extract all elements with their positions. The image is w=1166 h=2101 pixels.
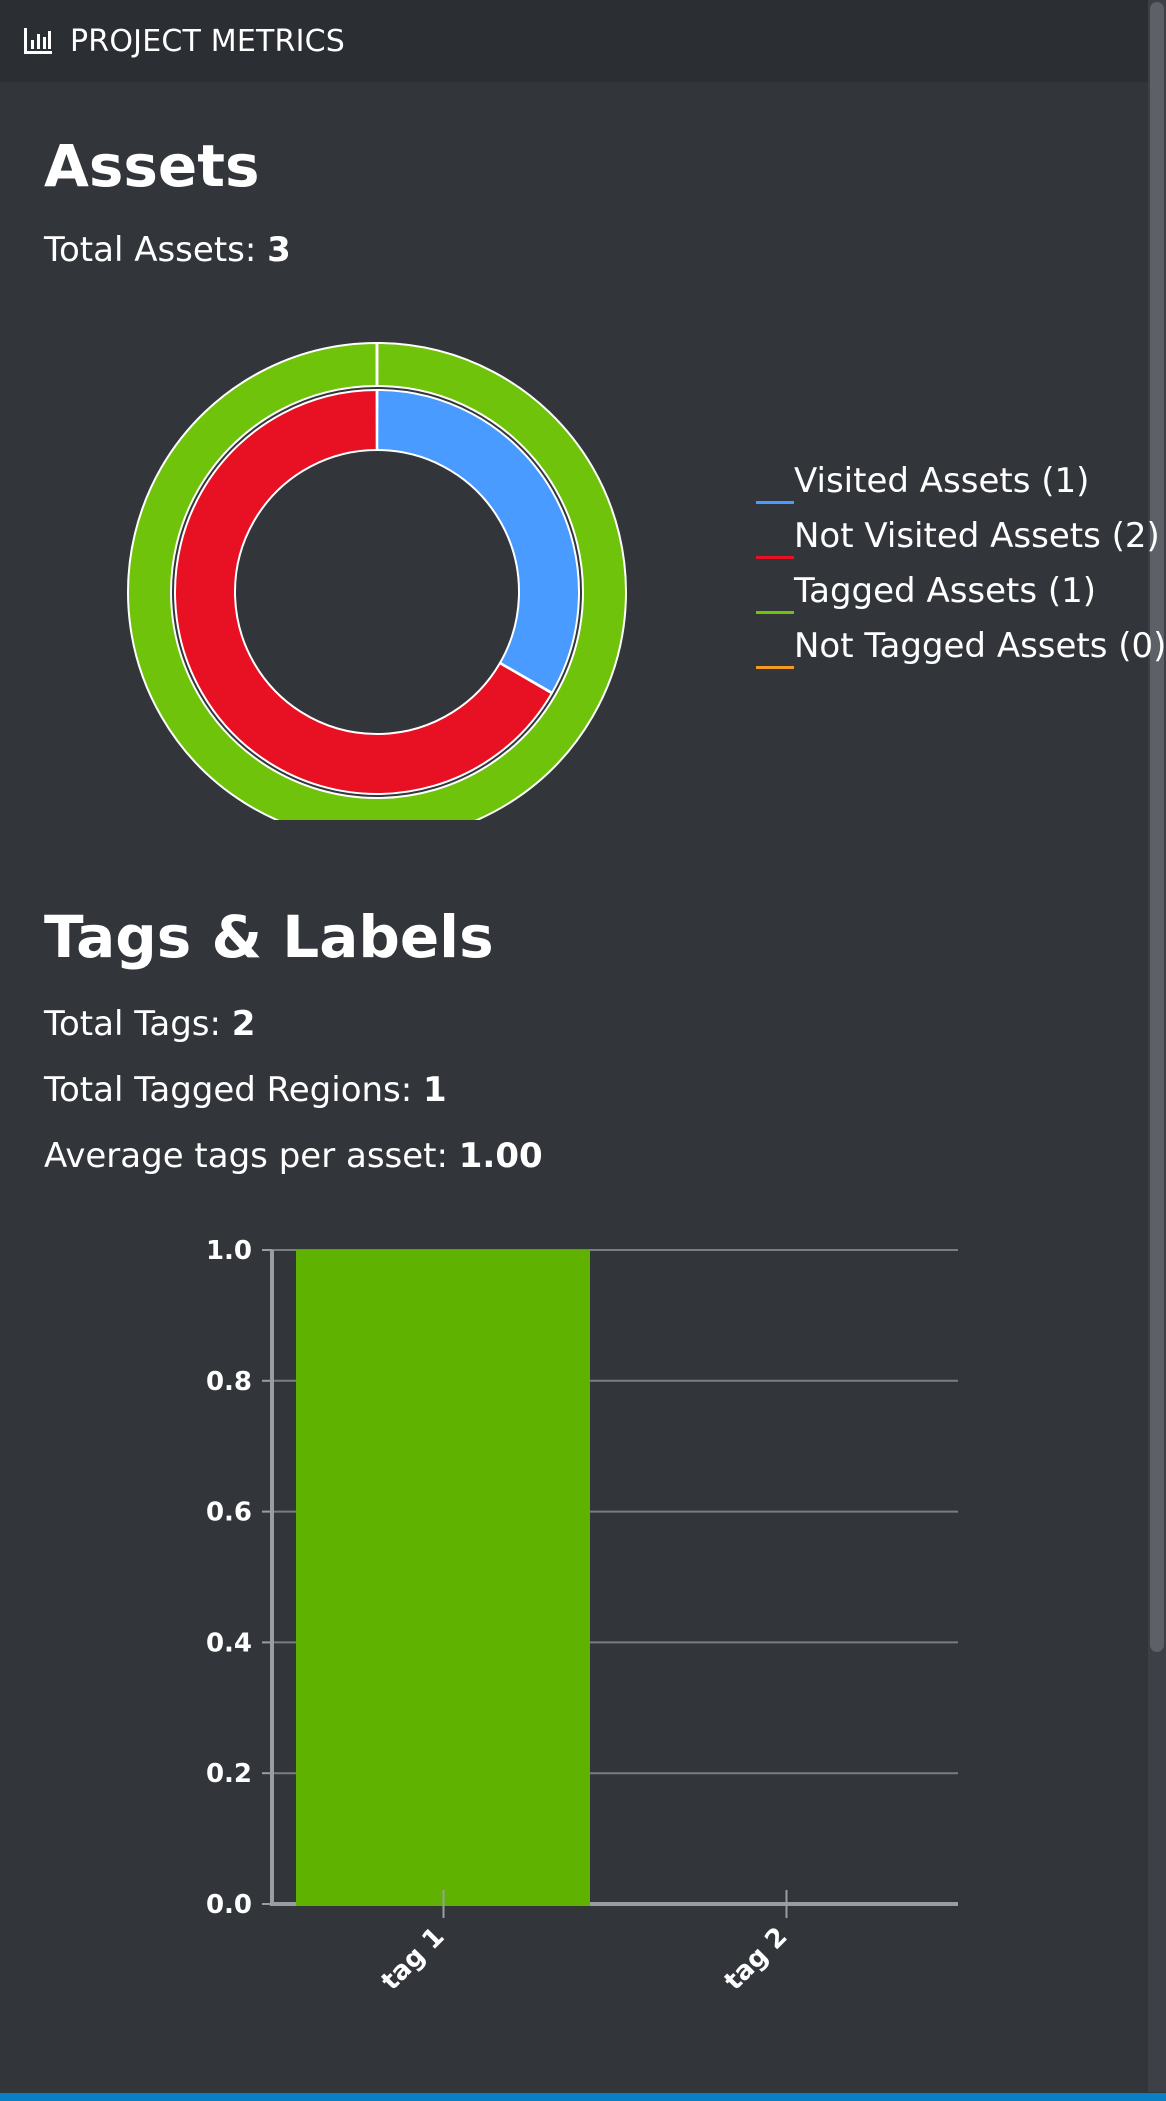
total-tags-value: 2 — [231, 1004, 256, 1044]
donut-slice-tagged-assets[interactable] — [127, 341, 627, 820]
legend-swatch — [756, 611, 794, 614]
legend-label: Visited Assets (1) — [794, 461, 1090, 501]
x-tick-label: tag 1 — [376, 1922, 451, 1997]
donut-slice-visited-assets[interactable] — [376, 388, 580, 695]
donut-slice-not-visited-assets[interactable] — [174, 388, 554, 795]
total-assets-label: Total Assets: — [44, 230, 268, 270]
panel-title: PROJECT METRICS — [70, 23, 346, 59]
total-regions-stat: Total Tagged Regions: 1 — [44, 1070, 447, 1110]
total-tags-label: Total Tags: — [44, 1004, 232, 1044]
legend-label: Not Visited Assets (2) — [794, 516, 1160, 556]
panel-header: PROJECT METRICS — [0, 0, 1148, 82]
y-tick-label: 0.0 — [206, 1890, 252, 1920]
tags-heading: Tags & Labels — [44, 903, 494, 971]
y-tick-label: 0.8 — [206, 1367, 252, 1397]
total-assets-stat: Total Assets: 3 — [44, 230, 291, 270]
total-assets-value: 3 — [267, 230, 291, 270]
avg-tags-label: Average tags per asset: — [44, 1136, 459, 1176]
total-regions-label: Total Tagged Regions: — [44, 1070, 424, 1110]
total-regions-value: 1 — [423, 1070, 447, 1110]
total-tags-stat: Total Tags: 2 — [44, 1004, 255, 1044]
assets-donut-chart — [127, 341, 627, 820]
bar-tag-1[interactable] — [296, 1250, 590, 1906]
y-tick-label: 1.0 — [206, 1236, 252, 1266]
legend-swatch — [756, 666, 794, 669]
avg-tags-stat: Average tags per asset: 1.00 — [44, 1136, 543, 1176]
legend-swatch — [756, 556, 794, 559]
legend-swatch — [756, 501, 794, 504]
legend-label: Tagged Assets (1) — [794, 571, 1097, 611]
y-tick-label: 0.2 — [206, 1759, 252, 1789]
x-tick-label: tag 2 — [719, 1922, 794, 1997]
tags-bar-chart: 0.0 0.2 0.4 0.6 0.8 1.0 tag 1 tag 2 — [206, 1236, 958, 1997]
y-tick-label: 0.6 — [206, 1498, 252, 1528]
y-tick-label: 0.4 — [206, 1628, 252, 1658]
scrollbar-thumb[interactable] — [1150, 2, 1164, 1652]
avg-tags-value: 1.00 — [458, 1136, 543, 1176]
bar-chart-icon — [22, 25, 54, 57]
assets-heading: Assets — [44, 132, 260, 200]
bottom-accent-bar — [0, 2093, 1166, 2101]
legend-label: Not Tagged Assets (0) — [794, 626, 1166, 666]
scrollbar[interactable] — [1148, 0, 1166, 2092]
